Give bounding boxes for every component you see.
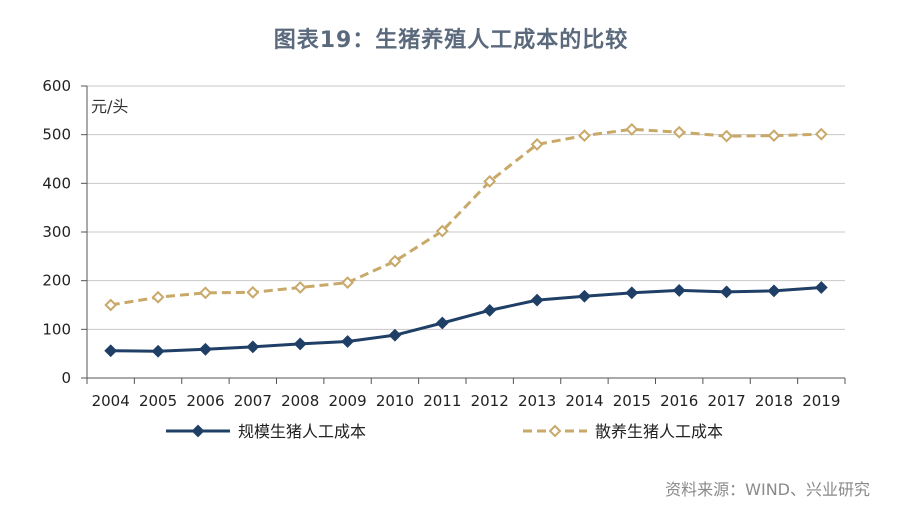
- data-point: [341, 276, 354, 290]
- legend-marker: [548, 424, 562, 438]
- data-point: [293, 281, 307, 294]
- y-tick-label: 0: [61, 369, 71, 387]
- data-point: [104, 344, 118, 358]
- y-tick-label: 200: [42, 272, 71, 290]
- x-tick-label: 2013: [518, 392, 556, 410]
- legend-entry: 散养生猪人工成本: [523, 422, 723, 441]
- data-point: [814, 127, 828, 141]
- legend-label: 规模生猪人工成本: [238, 422, 366, 441]
- x-tick-label: 2014: [565, 392, 603, 410]
- data-point: [341, 335, 354, 348]
- series-0: [104, 281, 828, 358]
- source-note: 资料来源：WIND、兴业研究: [665, 480, 870, 499]
- series-line: [110, 285, 822, 353]
- data-point: [246, 285, 260, 299]
- y-tick-label: 300: [42, 223, 71, 241]
- x-tick-label: 2006: [186, 392, 224, 410]
- data-point: [625, 122, 639, 136]
- data-point: [578, 289, 591, 303]
- data-point: [483, 303, 497, 317]
- y-tick-label: 500: [42, 126, 71, 144]
- data-point: [720, 129, 733, 143]
- x-tick-label: 2012: [471, 392, 509, 410]
- y-tick-label: 400: [42, 174, 71, 192]
- data-point: [814, 281, 828, 294]
- data-point: [672, 125, 686, 139]
- x-tick-label: 2016: [660, 392, 698, 410]
- data-point: [388, 328, 402, 342]
- legend: 规模生猪人工成本 散养生猪人工成本: [166, 422, 723, 441]
- x-tick-label: 2007: [234, 392, 272, 410]
- axes: 0 100 200 300 400 500 600 2004 2005 2006 2007 2008 2…: [42, 77, 846, 410]
- data-point: [767, 284, 781, 298]
- x-tick-label: 2018: [755, 392, 793, 410]
- legend-entry: 规模生猪人工成本: [166, 422, 366, 441]
- data-point: [578, 129, 591, 143]
- data-point: [720, 285, 733, 299]
- y-tick-label: 600: [42, 77, 71, 95]
- x-tick-label: 2017: [707, 392, 745, 410]
- data-point: [151, 344, 165, 358]
- data-point: [151, 290, 165, 304]
- x-tick-label: 2010: [376, 392, 414, 410]
- x-tick-label: 2008: [281, 392, 319, 410]
- legend-label: 散养生猪人工成本: [595, 422, 723, 441]
- data-point: [435, 224, 449, 238]
- y-unit-label: 元/头: [91, 97, 128, 116]
- data-point: [625, 286, 639, 300]
- x-tick-label: 2005: [139, 392, 177, 410]
- x-tick-label: 2019: [802, 392, 840, 410]
- x-tick-label: 2015: [613, 392, 651, 410]
- legend-marker: [191, 424, 205, 438]
- chart-title: 图表19：生猪养殖人工成本的比较: [273, 28, 629, 53]
- x-tick-label: 2011: [423, 392, 461, 410]
- series: [104, 122, 828, 358]
- data-point: [767, 129, 781, 143]
- series-1: [104, 122, 828, 312]
- data-point: [483, 174, 497, 188]
- data-point: [388, 254, 402, 268]
- data-point: [530, 293, 544, 307]
- data-point: [293, 337, 307, 351]
- x-tick-label: 2004: [92, 392, 130, 410]
- series-line: [110, 127, 822, 307]
- x-tick-label: 2009: [328, 392, 366, 410]
- y-tick-label: 100: [42, 320, 71, 338]
- data-point: [199, 286, 212, 300]
- data-point: [435, 316, 449, 330]
- data-point: [199, 342, 212, 356]
- data-point: [246, 340, 260, 354]
- data-point: [104, 298, 118, 312]
- data-point: [530, 137, 544, 151]
- data-point: [672, 283, 686, 297]
- gridlines: [87, 85, 845, 330]
